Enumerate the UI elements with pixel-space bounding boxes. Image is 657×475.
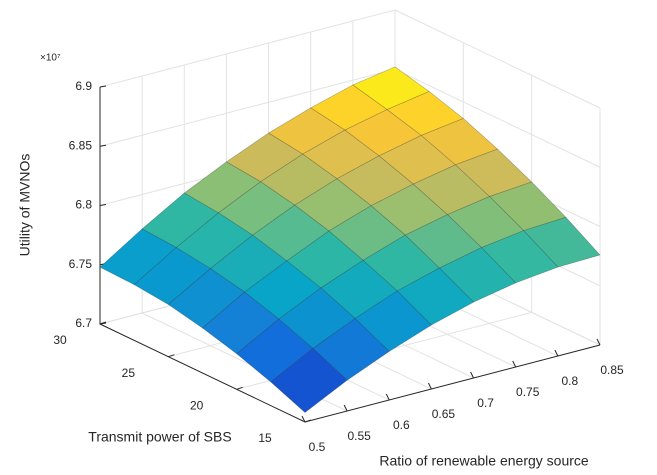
x-tick bbox=[301, 415, 306, 423]
z-exponent: ×10⁷ bbox=[40, 53, 61, 64]
z-tick-label: 6.7 bbox=[75, 316, 92, 330]
x-tick bbox=[512, 360, 517, 368]
z-tick bbox=[99, 85, 107, 88]
x-tick-label: 0.65 bbox=[432, 407, 456, 421]
x-tick bbox=[427, 382, 432, 390]
y-tick bbox=[304, 419, 312, 423]
z-tick-label: 6.85 bbox=[69, 138, 93, 152]
surface-patch bbox=[446, 196, 525, 248]
surface-patch bbox=[141, 192, 219, 248]
y-tick-label: 25 bbox=[122, 366, 136, 380]
x-tick-label: 0.55 bbox=[347, 429, 371, 443]
x-tick bbox=[343, 404, 348, 412]
surface-patch bbox=[167, 268, 246, 329]
y-tick-label: 30 bbox=[53, 333, 67, 347]
x-tick bbox=[596, 338, 601, 346]
z-tick-label: 6.9 bbox=[75, 79, 92, 93]
surface-patch bbox=[312, 318, 390, 381]
grid-line bbox=[394, 9, 601, 109]
y-axis-label: Transmit power of SBS bbox=[88, 429, 231, 445]
surface-patch bbox=[270, 348, 348, 413]
x-axis-label: Ratio of renewable energy source bbox=[379, 453, 589, 469]
y-tick-label: 20 bbox=[190, 399, 204, 413]
x-tick-label: 0.6 bbox=[393, 418, 410, 432]
x-tick-label: 0.85 bbox=[600, 363, 624, 377]
surface-patch bbox=[236, 318, 314, 383]
y-tick bbox=[236, 386, 243, 390]
x-tick-label: 0.5 bbox=[309, 440, 326, 454]
x-tick bbox=[385, 393, 390, 401]
y-tick bbox=[99, 321, 107, 325]
surface-patch bbox=[99, 228, 177, 285]
z-tick bbox=[99, 144, 107, 147]
z-axis-label: Utility of MVNOs bbox=[17, 154, 33, 257]
z-tick-label: 6.8 bbox=[75, 198, 92, 212]
x-tick bbox=[554, 349, 559, 357]
z-tick bbox=[99, 204, 107, 206]
x-tick bbox=[470, 371, 475, 379]
z-tick-label: 6.75 bbox=[69, 257, 93, 271]
grid-line bbox=[99, 68, 396, 147]
grid-line bbox=[99, 9, 396, 88]
surface-patch bbox=[202, 291, 280, 355]
x-tick-label: 0.8 bbox=[562, 374, 579, 388]
x-tick-label: 0.7 bbox=[477, 396, 494, 410]
y-tick bbox=[168, 354, 175, 358]
x-tick-label: 0.75 bbox=[516, 385, 540, 399]
y-tick-label: 15 bbox=[258, 431, 272, 445]
grid-line bbox=[394, 68, 601, 168]
